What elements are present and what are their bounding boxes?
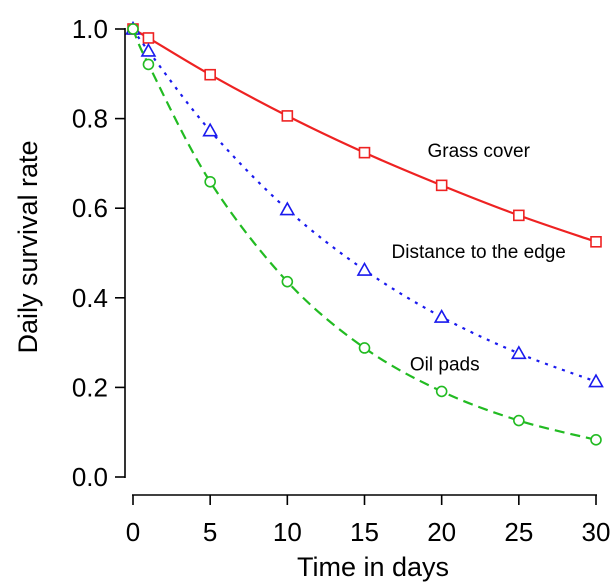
- annotations: Grass cover Distance to the edge Oil pads: [392, 141, 566, 376]
- y-tick-label: 0.2: [72, 372, 108, 402]
- data-point-grass-cover: [204, 68, 216, 81]
- series-line-distance-to-the-edge: [132, 28, 597, 383]
- data-point-grass-cover: [358, 146, 371, 159]
- data-point-oil-pads: [590, 434, 602, 446]
- data-point-grass-cover: [435, 179, 448, 192]
- x-tick-label: 15: [350, 517, 379, 547]
- series-line-oil-pads: [131, 28, 597, 441]
- data-point-oil-pads: [142, 58, 155, 71]
- data-point-distance-to-the-edge: [510, 345, 527, 360]
- y-tick-label: 0.8: [72, 104, 108, 134]
- series-annotation: Grass cover: [427, 141, 530, 162]
- data-point-distance-to-the-edge: [202, 122, 219, 137]
- data-point-oil-pads: [513, 414, 525, 427]
- data-point-distance-to-the-edge: [433, 308, 450, 323]
- series-annotation: Oil pads: [410, 355, 480, 376]
- data-point-grass-cover: [590, 236, 602, 248]
- x-tick-label: 0: [126, 517, 140, 547]
- y-tick-label: 0.6: [72, 193, 108, 223]
- data-point-distance-to-the-edge: [279, 201, 296, 216]
- y-tick-label: 1.0: [72, 14, 108, 44]
- data-point-oil-pads: [204, 175, 216, 188]
- data-point-distance-to-the-edge: [588, 373, 604, 388]
- data-point-grass-cover: [513, 209, 525, 222]
- x-tick-label: 10: [273, 517, 302, 547]
- data-point-oil-pads: [358, 342, 371, 354]
- x-tick-label: 30: [582, 517, 611, 547]
- data-point-distance-to-the-edge: [140, 42, 157, 57]
- y-tick-label: 0.0: [72, 462, 108, 492]
- data-point-grass-cover: [142, 32, 155, 44]
- data-point-oil-pads: [281, 275, 294, 288]
- data-point-oil-pads: [127, 23, 139, 35]
- data-point-oil-pads: [435, 385, 448, 398]
- data-point-distance-to-the-edge: [356, 261, 373, 276]
- y-axis-title: Daily survival rate: [13, 140, 43, 353]
- axes: 0.0 0.2 0.4 0.6 0.8 1.0 0 5 10 15 20 25 30: [72, 14, 611, 547]
- x-axis-title: Time in days: [297, 552, 449, 582]
- series-line-grass-cover: [132, 28, 597, 243]
- plot-area: [125, 20, 604, 446]
- x-tick-label: 5: [203, 517, 217, 547]
- x-tick-label: 25: [504, 517, 533, 547]
- y-tick-label: 0.4: [72, 283, 108, 313]
- series-annotation: Distance to the edge: [392, 242, 566, 263]
- x-tick-label: 20: [427, 517, 456, 547]
- data-point-grass-cover: [281, 110, 294, 122]
